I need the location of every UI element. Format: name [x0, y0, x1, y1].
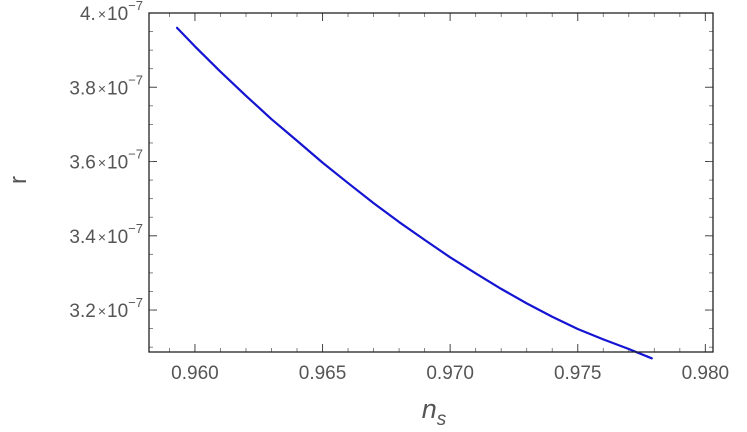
x-tick-label: 0.960 [171, 363, 219, 384]
y-tick-label: 3.6 ×10−7 [69, 147, 143, 174]
y-axis-label: r [5, 176, 32, 184]
series-line [175, 26, 653, 360]
x-tick-label: 0.980 [682, 363, 730, 384]
y-tick-label: 3.8 ×10−7 [69, 72, 143, 99]
y-tick-label: 3.2 ×10−7 [69, 295, 143, 322]
y-axis-ticks: 3.2 ×10−7 3.4 ×10−7 3.6 ×10−7 3.8 ×10−7 4. ×10−7 [69, 0, 713, 348]
x-tick-label: 0.970 [426, 363, 474, 384]
x-axis-label: ns [422, 394, 447, 430]
plot-frame [148, 12, 714, 353]
y-tick-label: 3.4 ×10−7 [69, 221, 143, 248]
x-axis-ticks: 0.960 0.965 0.970 0.975 0.980 [169, 13, 729, 384]
x-tick-label: 0.965 [299, 363, 347, 384]
y-tick-label: 4. ×10−7 [80, 0, 143, 25]
x-tick-label: 0.975 [554, 363, 602, 384]
